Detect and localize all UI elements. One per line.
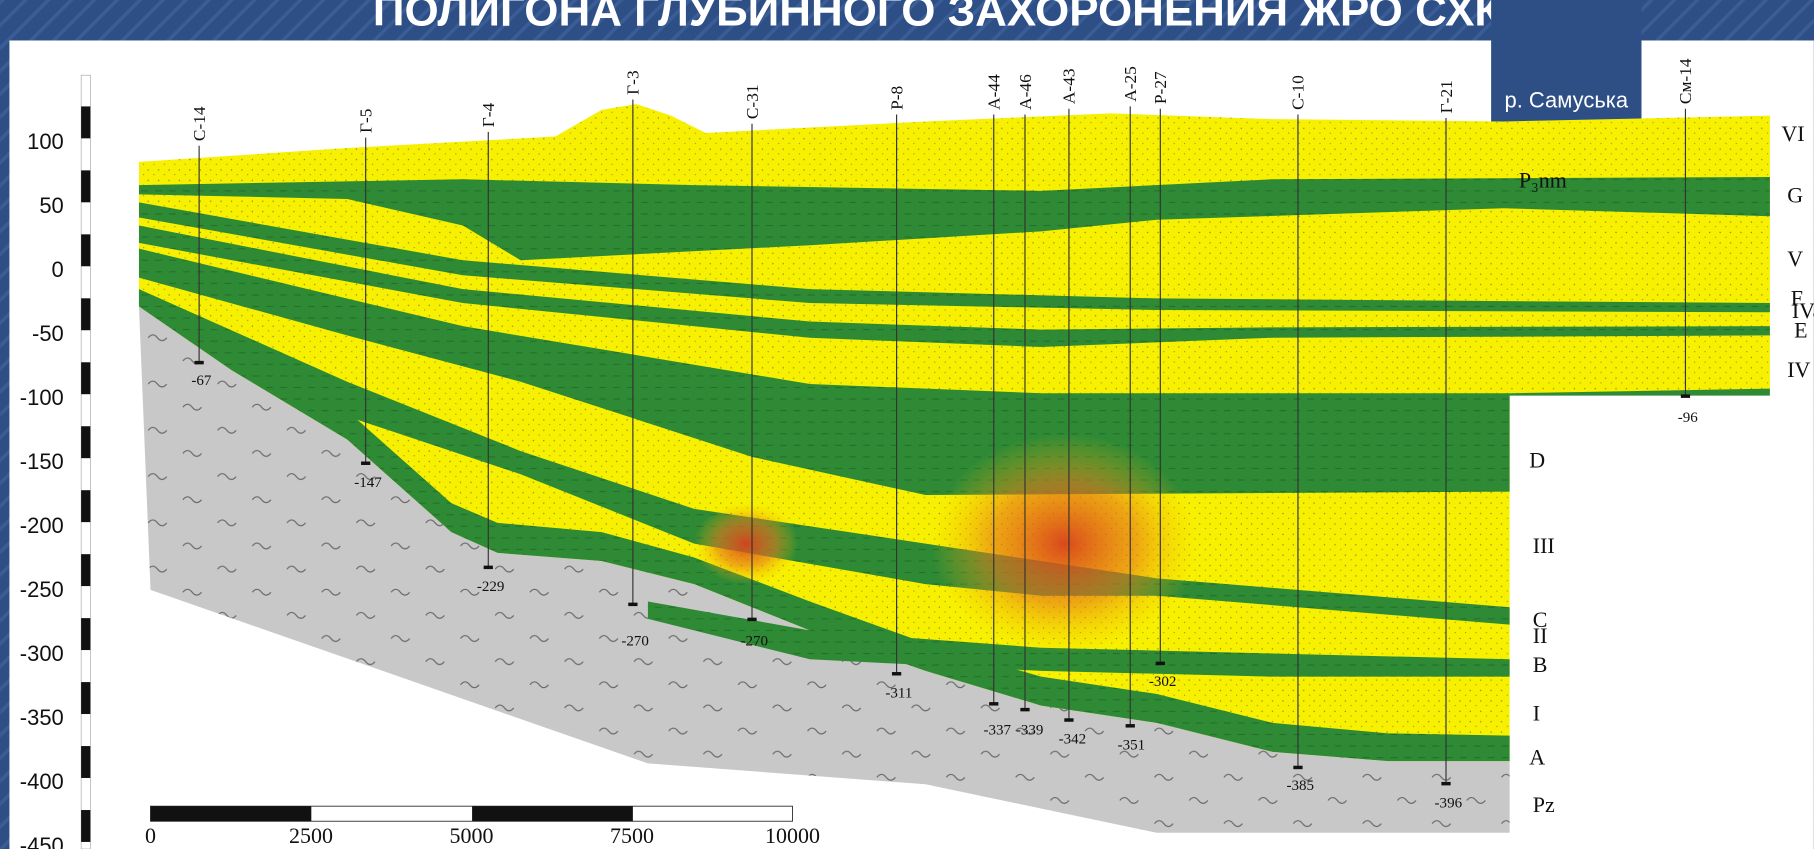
well-bottom (1020, 708, 1029, 711)
depth-label: -200 (20, 513, 64, 538)
depth-block (81, 298, 90, 330)
well-bottom (1156, 662, 1165, 665)
depth-block (81, 106, 90, 138)
depth-label: -50 (32, 321, 64, 346)
well-name: С-31 (743, 84, 762, 119)
depth-label: 50 (39, 193, 63, 218)
well-name: С-10 (1289, 75, 1308, 110)
well-depth: -342 (1059, 732, 1087, 748)
layer-label: VI (1781, 121, 1804, 146)
scale-label: 0 (145, 823, 156, 848)
layer-label: E (1794, 318, 1807, 343)
scale-label: 2500 (289, 823, 333, 848)
well-name: А-44 (985, 74, 1004, 110)
depth-label: -300 (20, 641, 64, 666)
scale-label: 10000 (765, 823, 820, 848)
well-name: Г-21 (1437, 80, 1456, 113)
depth-block (81, 810, 90, 842)
well-name: Р-27 (1151, 71, 1170, 104)
depth-block (81, 234, 90, 266)
well-bottom (1681, 394, 1690, 397)
depth-block (81, 426, 90, 458)
well-depth: -311 (885, 685, 912, 701)
well-name: Р-8 (887, 85, 906, 109)
well-bottom (361, 462, 370, 465)
depth-label: -250 (20, 577, 64, 602)
well-name: С-14 (190, 106, 209, 141)
well-name: Г-3 (624, 70, 643, 94)
well-bottom (892, 672, 901, 675)
well-depth: -67 (191, 373, 212, 389)
depth-block (81, 490, 90, 522)
scale-bar-segment (472, 806, 633, 821)
well-bottom (1126, 724, 1135, 727)
layer-label: Pz (1533, 792, 1555, 817)
well-depth: -147 (354, 475, 382, 491)
well-bottom (1064, 718, 1073, 721)
well-name: А-46 (1016, 74, 1035, 110)
layer-label: III (1533, 533, 1555, 558)
well-depth: -96 (1678, 410, 1699, 426)
depth-label: -400 (20, 769, 64, 794)
well-bottom (628, 603, 637, 606)
well-bottom (484, 566, 493, 569)
layer-label: D (1529, 447, 1545, 472)
contamination-plume (931, 434, 1197, 654)
well-name: См-14 (1676, 58, 1695, 104)
layer-label: B (1533, 652, 1548, 677)
depth-label: 0 (52, 257, 64, 282)
well-depth: -339 (1016, 722, 1044, 738)
river-label: р. Самуська (1505, 88, 1629, 113)
depth-block (81, 362, 90, 394)
well-depth: -270 (621, 633, 649, 649)
depth-block (81, 554, 90, 586)
title: ПОЛИГОНА ГЛУБИННОГО ЗАХОРОНЕНИЯ ЖРО СХК (373, 0, 1502, 35)
depth-label: -350 (20, 705, 64, 730)
well-depth: -351 (1118, 738, 1146, 754)
slide: ПОЛИГОНА ГЛУБИННОГО ЗАХОРОНЕНИЯ ЖРО СХК … (0, 0, 1814, 849)
page: {"title":"ПОЛИГОНА ГЛУБИННОГО ЗАХОРОНЕНИ… (0, 0, 1814, 849)
layer-label: II (1533, 623, 1548, 648)
well-depth: -270 (741, 633, 769, 649)
well-bottom (1441, 782, 1450, 785)
well-depth: -302 (1149, 674, 1177, 690)
well-bottom (194, 361, 203, 364)
depth-label: -100 (20, 385, 64, 410)
well-name: Г-4 (479, 102, 498, 127)
scale-label: 7500 (610, 823, 654, 848)
depth-block (81, 682, 90, 714)
scale-bar-segment (151, 806, 312, 821)
well-depth: -385 (1287, 778, 1315, 794)
depth-label: 100 (27, 129, 64, 154)
scale-label: 5000 (450, 823, 494, 848)
well-depth: -229 (477, 579, 505, 595)
layer-label: G (1787, 182, 1803, 207)
layer-label: I (1533, 701, 1540, 726)
layer-label: V (1787, 246, 1803, 271)
well-depth: -396 (1435, 795, 1463, 811)
well-name: А-25 (1121, 66, 1140, 102)
depth-block (81, 618, 90, 650)
well-bottom (989, 702, 998, 705)
depth-label: -150 (20, 449, 64, 474)
layer-label: IV (1787, 357, 1810, 382)
depth-label: -450 (20, 833, 64, 849)
contamination-plume (694, 503, 798, 584)
formation-label: P₃nm (1519, 167, 1567, 192)
layer-label: A (1529, 745, 1545, 770)
well-bottom (747, 618, 756, 621)
depth-block (81, 746, 90, 778)
well-name: Г-5 (356, 109, 375, 133)
well-bottom (1293, 766, 1302, 769)
well-name: А-43 (1060, 68, 1079, 104)
depth-block (81, 170, 90, 202)
well-depth: -337 (983, 722, 1011, 738)
